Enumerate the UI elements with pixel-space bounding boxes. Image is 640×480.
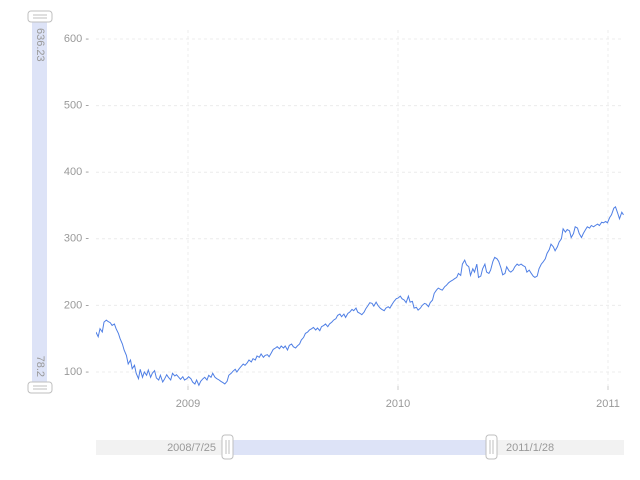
y-slider-bottom-handle-body[interactable] [27,381,53,394]
y-axis: 100 - 200 - 300 - 400 - 500 - 600 - [64,33,89,378]
x-tick-label: 2011 [596,398,620,410]
y-slider-top-handle-body[interactable] [27,10,53,23]
y-tick-label: 600 - [64,33,89,45]
y-slider-bottom-handle[interactable] [27,381,53,394]
series-line-0 [96,205,624,387]
x-slider-fill[interactable] [228,440,491,455]
x-tick-label: 2009 [176,398,200,410]
y-tick-label: 300 - [64,233,89,245]
y-slider-min-label: 78.2 [34,356,46,377]
x-axis: 2009 2010 2011 [176,386,620,410]
x-slider-start-handle-body[interactable] [221,434,234,460]
y-tick-label: 400 - [64,166,89,178]
grid [96,30,624,386]
y-slider-fill [32,17,47,386]
x-slider-end-handle[interactable] [485,434,498,460]
x-range-slider[interactable]: 2008/7/25 2011/1/28 [96,434,624,460]
y-tick-label: 500 - [64,100,89,112]
x-slider-end-label: 2011/1/28 [506,442,554,454]
series-layer [96,205,624,387]
y-tick-label: 200 - [64,299,89,311]
x-slider-end-handle-body[interactable] [485,434,498,460]
y-tick-label: 100 - [64,366,89,378]
y-slider-top-handle[interactable] [27,10,53,23]
y-slider-max-label: 636.23 [34,28,46,62]
x-tick-label: 2010 [386,398,410,410]
y-range-slider[interactable]: 636.23 78.2 [27,10,53,394]
x-slider-start-handle[interactable] [221,434,234,460]
x-slider-start-label: 2008/7/25 [167,442,216,454]
